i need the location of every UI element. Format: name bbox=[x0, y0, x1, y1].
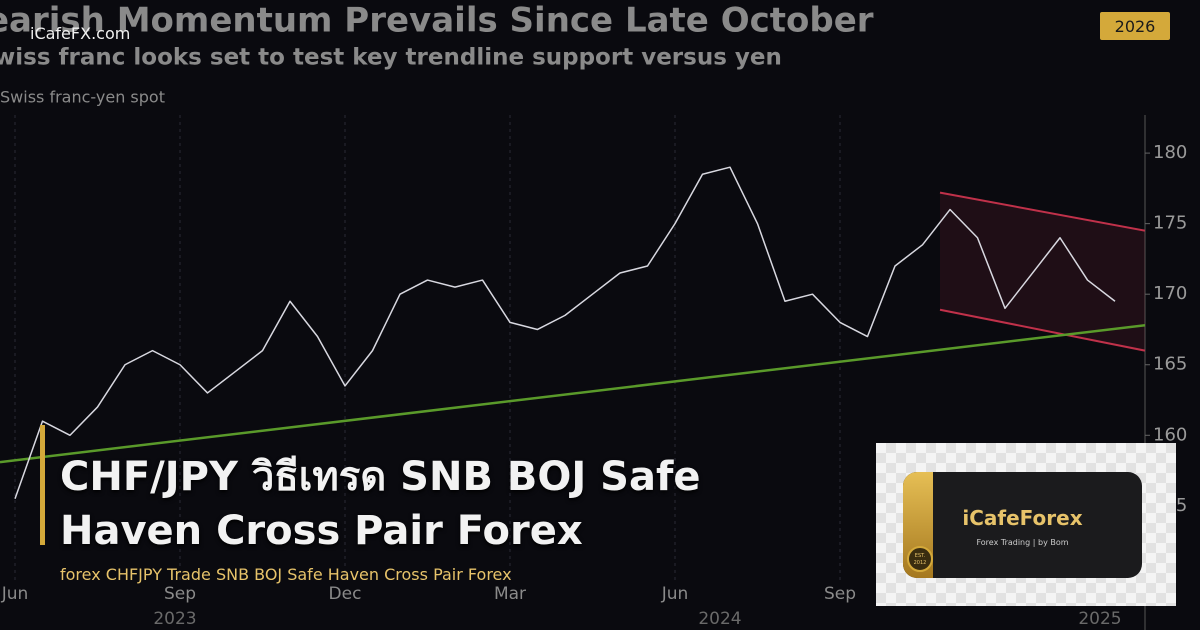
y-tick-label: 180 bbox=[1153, 142, 1187, 163]
brand: iCafeForex bbox=[962, 506, 1083, 530]
logo-card: iCafeForex Forex Trading | by Bom EST. 20… bbox=[903, 472, 1142, 578]
tagline: Forex Trading | by Bom bbox=[976, 538, 1069, 547]
y-tick-label: 175 bbox=[1153, 213, 1187, 234]
seal: EST. 2012 bbox=[907, 546, 933, 572]
x-group-label: 2023 bbox=[153, 609, 196, 629]
trendline bbox=[0, 323, 1146, 464]
watermark: iCafeFX.com bbox=[30, 24, 131, 43]
channel-area bbox=[940, 192, 1145, 351]
subheadline: forex CHFJPY Trade SNB BOJ Safe Haven Cr… bbox=[60, 565, 512, 584]
price-line bbox=[14, 166, 1116, 500]
x-tick-label: Jun bbox=[661, 584, 689, 604]
x-tick-label: Sep bbox=[824, 584, 856, 604]
chart-title: earish Momentum Prevails Since Late Octo… bbox=[0, 1, 874, 41]
x-group-label: 2024 bbox=[698, 609, 741, 629]
x-group-label: 2025 bbox=[1078, 609, 1121, 629]
headline: CHF/JPY วิธีเทรด SNB BOJ Safe Haven Cros… bbox=[60, 454, 701, 554]
y-axis-label: Swiss franc-yen spot bbox=[0, 88, 165, 107]
logo: iCafeForex Forex Trading | by Bom EST. 20… bbox=[876, 443, 1176, 606]
accent-bar bbox=[40, 425, 45, 545]
x-tick-label: Mar bbox=[494, 584, 526, 604]
chart-subtitle: wiss franc looks set to test key trendli… bbox=[0, 45, 782, 71]
x-tick-label: Sep bbox=[164, 584, 196, 604]
x-tick-label: Dec bbox=[329, 584, 362, 604]
seal-text: EST. bbox=[914, 553, 926, 559]
channel-upper bbox=[939, 191, 1146, 232]
seal-year: 2012 bbox=[913, 560, 927, 566]
channel-lower bbox=[939, 308, 1146, 352]
x-tick-label: Jun bbox=[1, 584, 29, 604]
year-badge: 2026 bbox=[1100, 12, 1170, 40]
y-tick-label: 170 bbox=[1153, 283, 1187, 304]
y-tick-label: 160 bbox=[1153, 424, 1187, 445]
y-tick-label: 165 bbox=[1153, 354, 1187, 375]
